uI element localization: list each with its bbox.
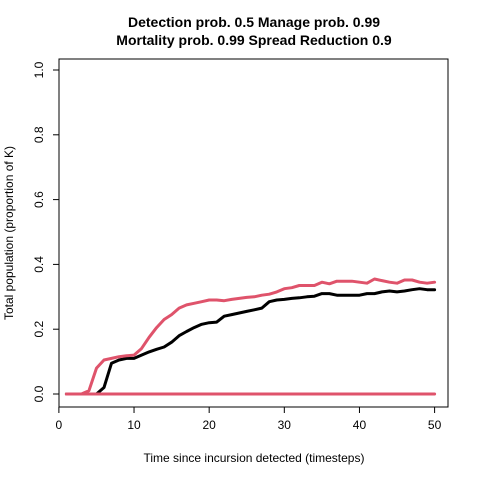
y-tick-label: 0.6 [32,191,46,208]
y-tick-label: 0.0 [32,385,46,402]
series-line-1 [64,277,437,396]
y-tick-label: 0.4 [32,256,46,273]
series-lines [64,277,437,396]
y-tick-label: 0.8 [32,126,46,143]
chart-title: Detection prob. 0.5 Manage prob. 0.99 [128,14,380,30]
x-tick-label: 40 [353,418,367,432]
y-tick-label: 0.2 [32,321,46,338]
x-axis-label: Time since incursion detected (timesteps… [144,451,365,465]
x-tick-label: 30 [278,418,292,432]
x-tick-label: 0 [56,418,63,432]
series-line-0 [64,287,437,396]
x-tick-label: 50 [428,418,442,432]
plot-frame [58,58,449,408]
y-axis: 0.0 0.2 0.4 0.6 0.8 1.0 [32,61,59,402]
y-tick-label: 1.0 [32,61,46,78]
x-axis: 0 10 20 30 40 50 [56,407,442,432]
chart-subtitle: Mortality prob. 0.99 Spread Reduction 0.… [116,32,392,48]
x-tick-label: 10 [127,418,141,432]
y-axis-label: Total population (proportion of K) [2,146,16,320]
x-tick-label: 20 [202,418,216,432]
